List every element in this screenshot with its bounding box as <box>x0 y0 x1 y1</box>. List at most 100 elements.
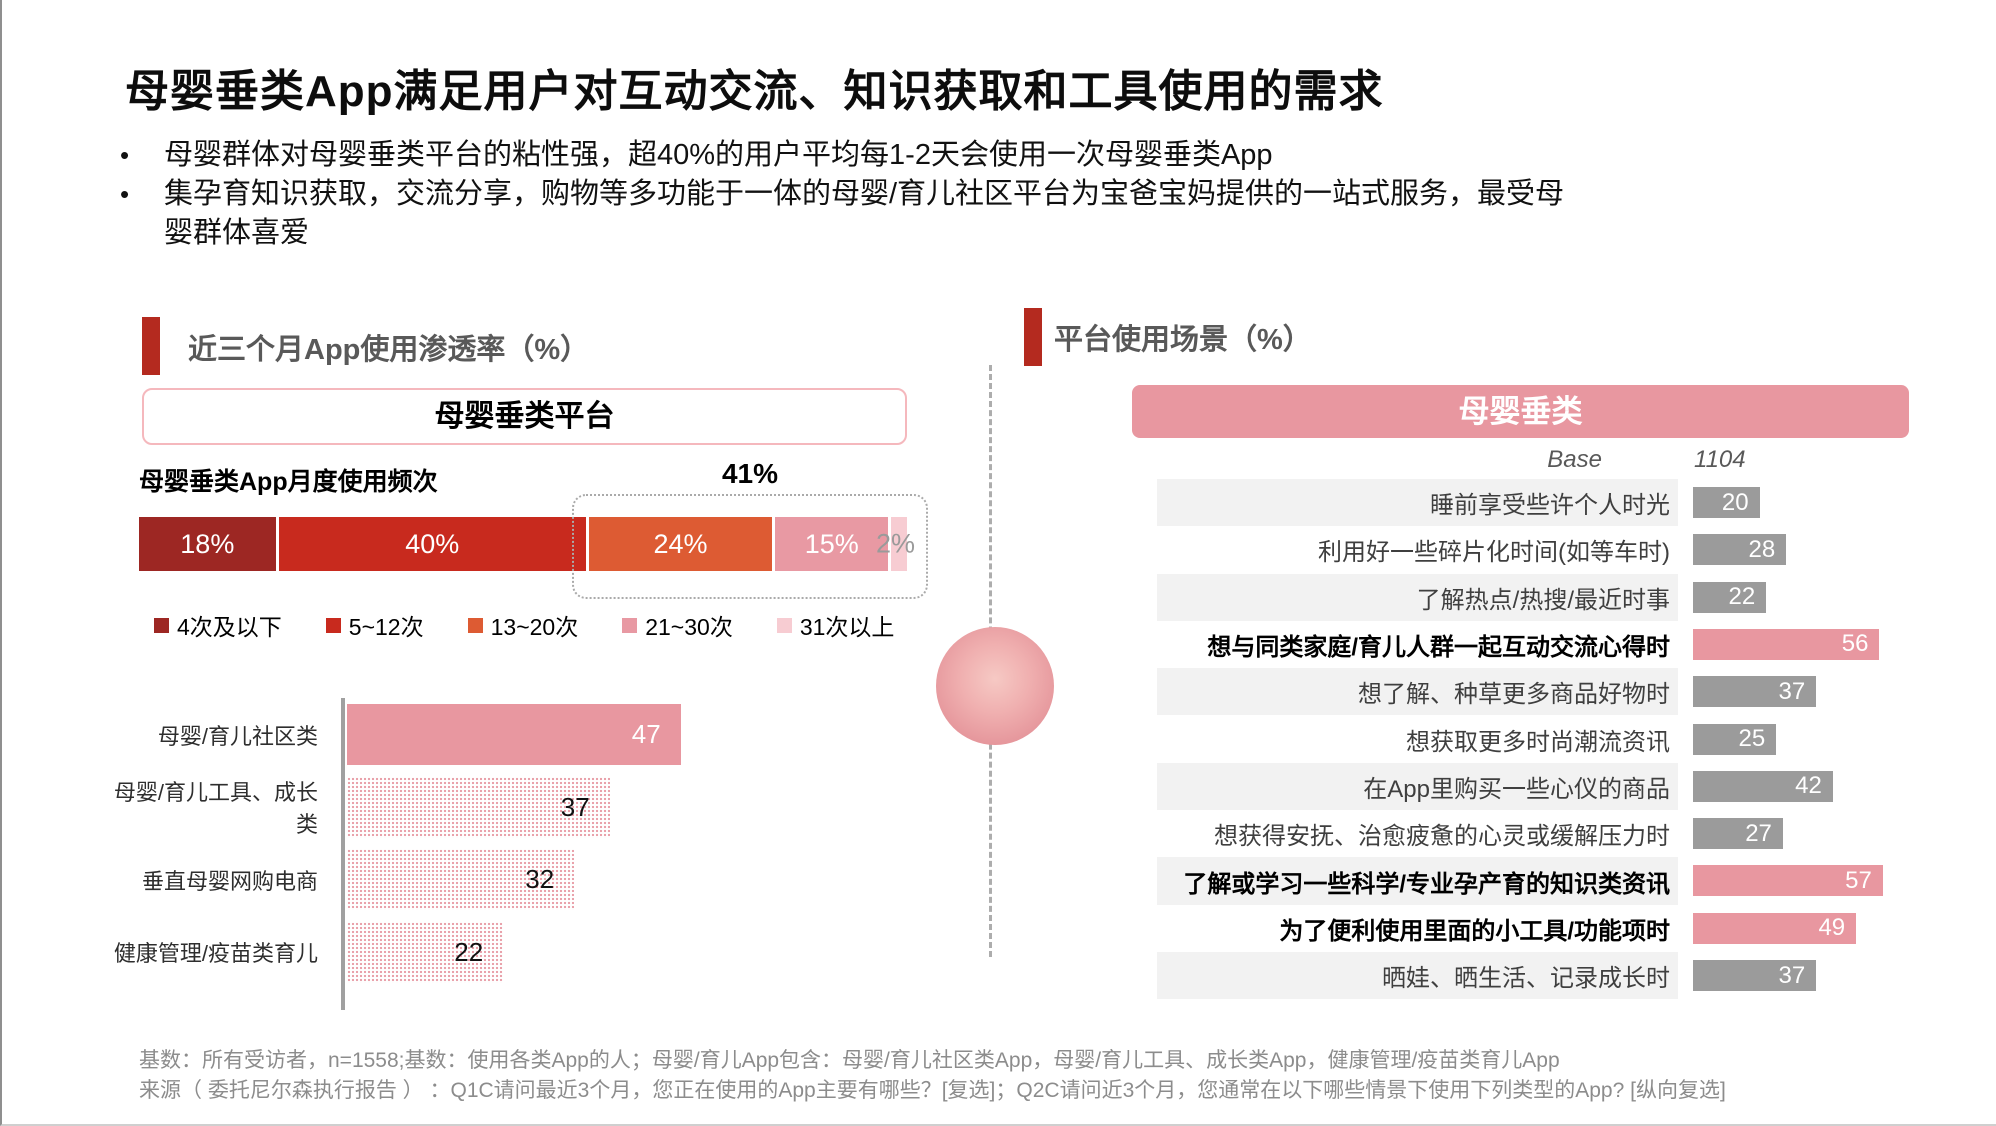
scenario-row: 了解热点/热搜/最近时事 22 <box>1157 573 1957 621</box>
scenario-bar: 25 <box>1693 723 1777 755</box>
scenario-row: 睡前享受些许个人时光 20 <box>1157 479 1957 527</box>
scenario-row: 想了解、种草更多商品好物时 37 <box>1157 668 1957 716</box>
base-label: Base <box>1547 446 1602 473</box>
scenario-label: 想了解、种草更多商品好物时 <box>1157 668 1678 716</box>
scenario-label: 想获取更多时尚潮流资讯 <box>1406 728 1670 756</box>
penetration-category-label: 母婴/育儿社区类 <box>157 723 318 749</box>
legend-label: 21~30次 <box>645 614 733 640</box>
scenario-bar-value: 57 <box>1845 866 1872 894</box>
scenario-bar-value: 25 <box>1738 725 1766 752</box>
right-section-accent-bar <box>1024 308 1042 366</box>
scenario-bar-value: 42 <box>1795 772 1822 800</box>
scenario-label: 想与同类家庭/育儿人群一起互动交流心得时 <box>1207 634 1670 662</box>
scenario-row: 了解或学习一些科学/专业孕产育的知识类资讯 57 <box>1157 857 1957 905</box>
stacked-segment-value: 18% <box>180 528 235 559</box>
stacked-segment: 24% <box>588 517 776 571</box>
penetration-axis-line <box>341 698 345 1010</box>
scenario-label: 想获得安抚、治愈疲惫的心灵或缓解压力时 <box>1214 823 1670 851</box>
penetration-category-label: 健康管理/疫苗类育儿 <box>113 941 318 966</box>
legend-label: 4次及以下 <box>177 614 282 640</box>
scenario-bar-value: 56 <box>1841 630 1869 658</box>
scenario-label: 睡前享受些许个人时光 <box>1157 479 1678 527</box>
scenario-row: 想与同类家庭/育儿人群一起互动交流心得时 56 <box>1157 621 1957 668</box>
legend-label: 31次以上 <box>799 614 895 640</box>
penetration-row: 母婴/育儿社区类 47 <box>110 704 681 765</box>
scenario-bar: 28 <box>1693 534 1787 566</box>
scenario-bar: 22 <box>1693 581 1767 613</box>
penetration-category-label: 垂直母婴网购电商 <box>141 868 318 894</box>
frequency-legend: 4次及以下 5~12次 13~20次 21~30次 31次以上 <box>154 608 914 642</box>
stacked-segment: 2% <box>876 517 915 571</box>
stacked-segment-value: 2% <box>875 528 915 559</box>
bullet-item: 集孕育知识获取，交流分享，购物等多功能于一体的母婴/育儿社区平台为宝爸宝妈提供的… <box>120 175 1580 253</box>
scenario-label: 在App里购买一些心仪的商品 <box>1157 762 1678 811</box>
platform-box: 母婴垂类平台 <box>142 388 907 445</box>
stacked-segment: 40% <box>278 517 589 571</box>
legend-label: 5~12次 <box>348 614 424 640</box>
left-section-accent-bar <box>142 317 160 375</box>
penetration-bar: 22 <box>347 921 504 983</box>
scenario-label: 利用好一些碎片化时间(如等车时) <box>1318 539 1670 567</box>
footnote-line: 来源（ 委托尼尔森执行报告 ） ：Q1C请问最近3个月，您正在使用的App主要有… <box>139 1079 1726 1102</box>
scenario-row: 在App里购买一些心仪的商品 42 <box>1157 762 1957 811</box>
legend-item: 31次以上 <box>776 608 895 642</box>
footnote-line: 基数：所有受访者，n=1558;基数：使用各类App的人；母婴/育儿App包含：… <box>139 1049 1560 1072</box>
stacked-segment-value: 24% <box>653 528 708 559</box>
scenario-bar-value: 49 <box>1818 914 1846 942</box>
legend-item: 21~30次 <box>622 608 733 642</box>
scenario-bar-value: 28 <box>1748 535 1776 563</box>
legend-item: 13~20次 <box>467 608 578 642</box>
scenario-bar: 42 <box>1693 770 1833 802</box>
scenario-label: 了解热点/热搜/最近时事 <box>1157 573 1678 621</box>
scenario-row: 为了便利使用里面的小工具/功能项时 49 <box>1157 905 1957 952</box>
legend-swatch <box>325 617 341 633</box>
scenario-row: 利用好一些碎片化时间(如等车时) 28 <box>1157 526 1957 573</box>
footnote: 基数：所有受访者，n=1558;基数：使用各类App的人；母婴/育儿App包含：… <box>139 1046 1879 1106</box>
scenario-column-header: 母婴垂类 <box>1132 385 1909 438</box>
scenario-row: 想获取更多时尚潮流资讯 25 <box>1157 716 1957 763</box>
legend-swatch <box>622 617 638 633</box>
penetration-row: 母婴/育儿工具、成长类 37 <box>110 776 610 838</box>
penetration-bar-chart: 母婴/育儿社区类 47 母婴/育儿工具、成长类 37 垂直母婴网购电商 32 健康管理/疫苗… <box>110 698 710 1010</box>
stacked-segment-value: 40% <box>405 528 460 559</box>
legend-swatch <box>467 617 483 633</box>
penetration-bar: 37 <box>347 776 610 838</box>
penetration-row: 垂直母婴网购电商 32 <box>110 849 575 910</box>
penetration-category-label: 母婴/育儿工具、成长类 <box>113 780 318 837</box>
scenario-bar-chart: 睡前享受些许个人时光 20 利用好一些碎片化时间(如等车时) 28 了解热点/热搜/最近… <box>1157 479 1957 1000</box>
bullet-item: 母婴群体对母婴垂类平台的粘性强，超40%的用户平均每1-2天会使用一次母婴垂类A… <box>120 136 1580 175</box>
scenario-label: 晒娃、晒生活、记录成长时 <box>1157 952 1678 1000</box>
legend-item: 4次及以下 <box>154 608 282 642</box>
legend-item: 5~12次 <box>325 608 424 642</box>
scenario-bar: 57 <box>1693 865 1883 897</box>
legend-swatch <box>776 617 792 633</box>
scenario-bar: 37 <box>1693 676 1817 708</box>
scenario-bar: 20 <box>1693 487 1760 518</box>
summary-bullets: 母婴群体对母婴垂类平台的粘性强，超40%的用户平均每1-2天会使用一次母婴垂类A… <box>120 136 1580 253</box>
stacked-segment: 18% <box>139 517 279 571</box>
penetration-bar-value: 22 <box>454 936 484 967</box>
penetration-bar-value: 47 <box>631 719 661 749</box>
penetration-row: 健康管理/疫苗类育儿 22 <box>110 921 504 983</box>
right-section-heading: 平台使用场景（%） <box>1054 324 1312 356</box>
left-section-heading: 近三个月App使用渗透率（%） <box>188 334 590 366</box>
scenario-bar: 49 <box>1693 912 1857 944</box>
penetration-bar: 32 <box>347 849 575 910</box>
scenario-bar-value: 27 <box>1745 819 1772 847</box>
scenario-label: 了解或学习一些科学/专业孕产育的知识类资讯 <box>1157 857 1678 905</box>
penetration-bar-value: 32 <box>525 864 555 894</box>
scenario-bar-value: 37 <box>1778 677 1806 705</box>
penetration-bar: 47 <box>347 704 681 765</box>
frequency-chart-title: 母婴垂类App月度使用频次 <box>139 468 438 496</box>
scenario-bar-value: 20 <box>1721 488 1749 516</box>
penetration-bar-value: 37 <box>560 791 590 822</box>
monthly-frequency-stacked-bar: 18% 40% 24% 15% 2% <box>139 517 915 571</box>
scenario-bar: 37 <box>1693 960 1817 991</box>
stacked-segment-value: 15% <box>804 528 859 559</box>
scenario-label: 为了便利使用里面的小工具/功能项时 <box>1279 917 1670 945</box>
stacked-bar-annotation-box <box>572 494 928 599</box>
stacked-segment: 15% <box>775 517 892 571</box>
scenario-bar: 27 <box>1693 818 1783 850</box>
scenario-bar-value: 22 <box>1728 583 1756 611</box>
